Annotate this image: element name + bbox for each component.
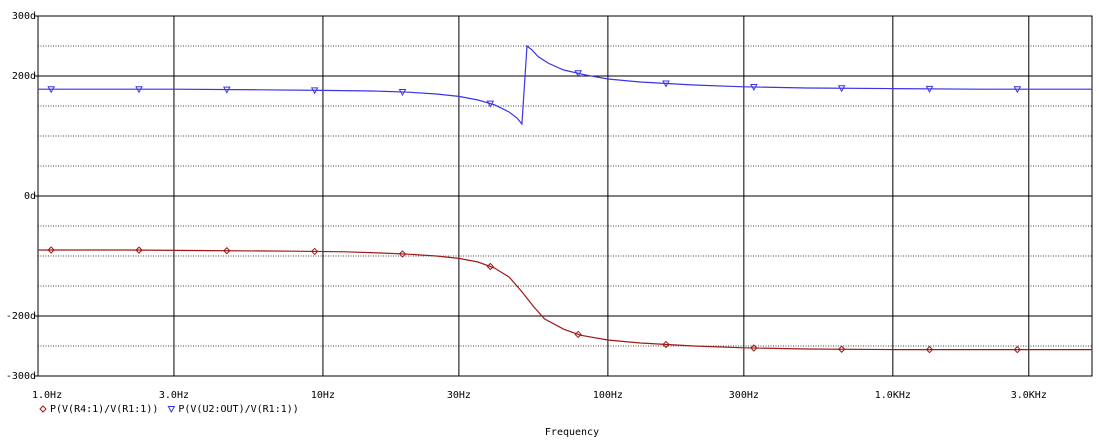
series-marker-triangle	[135, 86, 143, 94]
x-tick-label: 3.0KHz	[1011, 390, 1047, 401]
x-tick-label: 3.0Hz	[159, 390, 189, 401]
series-marker-diamond	[750, 344, 758, 352]
x-tick-labels: 1.0Hz 3.0Hz 10Hz 30Hz 100Hz 300Hz 1.0KHz 3.0KHz	[32, 390, 1047, 401]
y-tick-label: 200d	[12, 71, 36, 82]
legend-label-1: P(V(R4:1)/V(R1:1))	[50, 404, 158, 415]
series-marker-triangle	[486, 100, 495, 108]
series-marker-diamond	[310, 247, 319, 256]
x-grid	[173, 16, 1030, 376]
y-grid	[38, 45, 1092, 347]
series-marker-triangle	[574, 70, 583, 78]
x-tick-label: 1.0Hz	[32, 390, 62, 401]
x-tick-label: 10Hz	[311, 390, 335, 401]
y-tick-labels: 300d 200d 0d -200d -300d	[6, 11, 38, 382]
series-marker-diamond	[662, 340, 670, 349]
series-marker-triangle	[398, 88, 407, 97]
series-line-2	[38, 44, 1092, 126]
series-marker-triangle	[1013, 86, 1022, 94]
series-marker-diamond	[223, 247, 231, 255]
y-tick-label: 0d	[24, 191, 36, 202]
x-tick-label: 30Hz	[447, 390, 471, 401]
series-marker-diamond	[486, 262, 495, 271]
series-marker-triangle	[837, 85, 846, 93]
series-marker-diamond	[47, 246, 55, 254]
series-marker-diamond	[398, 250, 407, 258]
series-marker-diamond	[1013, 345, 1022, 354]
y-tick-label: -200d	[6, 311, 36, 322]
series-marker-triangle	[925, 85, 934, 93]
y-tick-label: -300d	[6, 371, 36, 382]
legend-marker-triangle	[167, 406, 176, 414]
series-markers	[47, 70, 1022, 354]
series-marker-diamond	[837, 345, 846, 353]
series-marker-triangle	[662, 80, 670, 88]
series-lines	[38, 44, 1092, 351]
legend-label-2: P(V(U2:OUT)/V(R1:1))	[178, 404, 298, 415]
x-tick-label: 1.0KHz	[875, 390, 911, 401]
series-marker-triangle	[47, 86, 56, 94]
series-marker-triangle	[749, 83, 758, 92]
legend: P(V(R4:1)/V(R1:1)) P(V(U2:OUT)/V(R1:1))	[39, 404, 299, 415]
series-marker-diamond	[574, 330, 582, 339]
legend-marker-diamond	[39, 405, 47, 413]
x-tick-label: 100Hz	[593, 390, 623, 401]
x-tick-label: 300Hz	[729, 390, 759, 401]
x-axis-label: Frequency	[545, 427, 599, 438]
series-marker-triangle	[310, 87, 319, 95]
series-marker-triangle	[222, 86, 231, 94]
series-line-1	[38, 249, 1092, 351]
y-tick-label: 300d	[12, 11, 36, 22]
series-marker-diamond	[925, 345, 934, 354]
series-marker-diamond	[135, 246, 143, 254]
